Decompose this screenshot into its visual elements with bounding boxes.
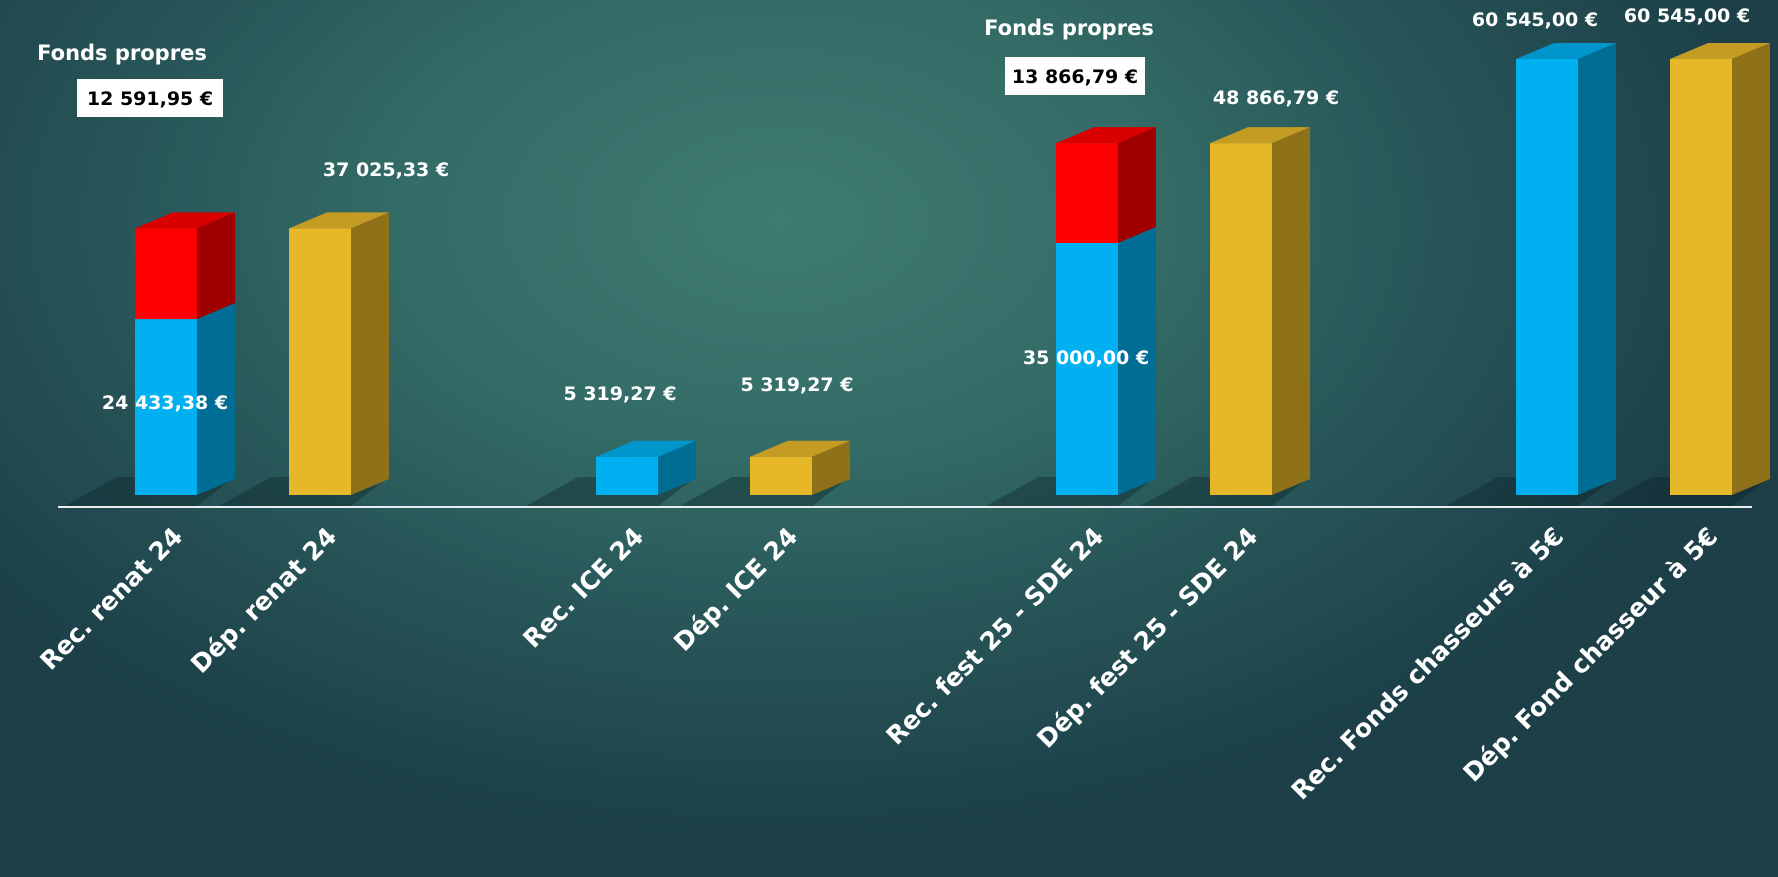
data-label: 24 433,38 € — [102, 392, 228, 414]
bar-front — [289, 228, 351, 495]
x-tick-label: Rec. Fonds chasseurs à 5€ — [1286, 522, 1570, 806]
bar-front — [1516, 59, 1578, 495]
bar-side — [1732, 43, 1770, 495]
annotation-value: 13 866,79 € — [1012, 66, 1138, 88]
bar-front — [135, 319, 197, 495]
bar-top — [1056, 127, 1156, 144]
bar-front — [135, 228, 197, 320]
bar-segment — [750, 440, 850, 495]
bar-front — [596, 456, 658, 495]
annotations-group: Fonds propres 12 591,95 € Fonds propres 13 … — [37, 16, 1154, 117]
bar-top — [1516, 43, 1616, 59]
bar-top — [1210, 127, 1310, 144]
bar-side — [197, 212, 235, 320]
fonds-propres-annotation: Fonds propres 12 591,95 € — [37, 41, 223, 117]
annotation-box — [77, 79, 223, 117]
bar-side — [1118, 127, 1156, 243]
bar-top — [1670, 43, 1770, 59]
bar-segment — [1056, 127, 1156, 243]
bar-side — [1118, 226, 1156, 496]
annotation-title: Fonds propres — [984, 16, 1154, 40]
bar-segment — [135, 303, 235, 495]
x-tick-label: Rec. ICE 24 — [517, 522, 649, 654]
x-tick-label: Rec. renat 24 — [34, 522, 188, 676]
data-label: 35 000,00 € — [1023, 347, 1149, 369]
bar-front — [1056, 242, 1118, 495]
bar-front — [1056, 143, 1118, 243]
data-label: 48 866,79 € — [1213, 87, 1339, 109]
bar-side — [351, 212, 389, 495]
bar-segment — [1670, 43, 1770, 495]
data-label: 60 545,00 € — [1624, 5, 1750, 27]
annotation-box — [1005, 57, 1145, 95]
bar-top — [750, 440, 850, 457]
bar-top — [596, 440, 696, 457]
bar-top — [289, 212, 389, 229]
annotation-value: 12 591,95 € — [87, 88, 213, 110]
bar-front — [750, 456, 812, 495]
data-label: 37 025,33 € — [323, 159, 449, 181]
data-label: 5 319,27 € — [741, 374, 854, 396]
bar-top — [135, 212, 235, 229]
bar-segment — [1056, 226, 1156, 496]
data-label: 5 319,27 € — [564, 383, 677, 405]
x-tick-label: Dép. Fond chasseur à 5€ — [1457, 522, 1723, 788]
bar-side — [1578, 43, 1616, 495]
bar-front — [1210, 143, 1272, 495]
x-tick-label: Dép. renat 24 — [185, 522, 342, 679]
annotation-title: Fonds propres — [37, 41, 207, 65]
bar-segment — [289, 212, 389, 495]
bar-side — [197, 303, 235, 495]
bar-segment — [1516, 43, 1616, 495]
value-labels-group: 24 433,38 € 37 025,33 € 5 319,27 € 5 319,27… — [102, 5, 1750, 414]
bar-side — [812, 440, 850, 495]
x-tick-label: Dép. ICE 24 — [668, 522, 803, 657]
bars-group — [135, 43, 1770, 496]
bar-front — [1670, 59, 1732, 495]
bar-segment — [596, 440, 696, 495]
bar-segment — [1210, 127, 1310, 495]
bar-segment — [135, 212, 235, 320]
bar-side — [658, 440, 696, 495]
fonds-propres-annotation: Fonds propres 13 866,79 € — [984, 16, 1154, 95]
bar-side — [1272, 127, 1310, 495]
data-label: 60 545,00 € — [1472, 9, 1598, 31]
